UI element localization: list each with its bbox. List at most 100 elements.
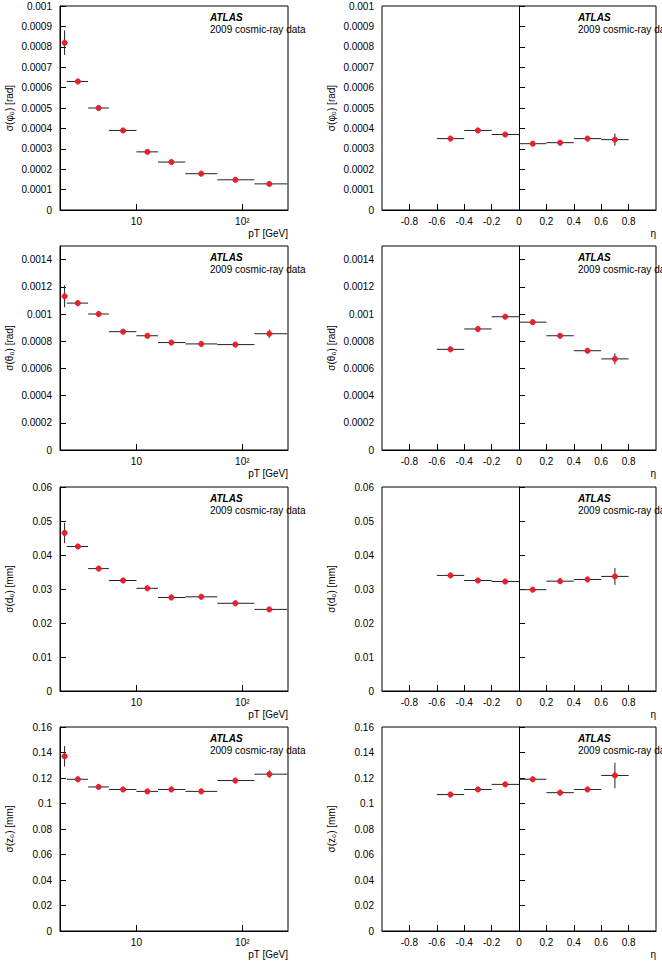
svg-text:10: 10: [131, 216, 143, 227]
svg-text:-0.4: -0.4: [456, 456, 474, 467]
svg-text:0.01: 0.01: [33, 652, 53, 663]
svg-text:0.4: 0.4: [567, 697, 581, 708]
svg-text:-0.6: -0.6: [428, 697, 446, 708]
svg-text:0.01: 0.01: [355, 652, 375, 663]
svg-text:ATLAS: ATLAS: [209, 493, 243, 504]
svg-text:0.4: 0.4: [567, 456, 581, 467]
svg-text:0.0004: 0.0004: [21, 390, 52, 401]
svg-text:10²: 10²: [235, 937, 250, 948]
svg-text:0.0007: 0.0007: [21, 62, 52, 73]
svg-text:2009 cosmic-ray data: 2009 cosmic-ray data: [210, 505, 306, 516]
svg-text:0.4: 0.4: [567, 937, 581, 948]
svg-text:0.0014: 0.0014: [21, 254, 52, 265]
svg-text:0: 0: [368, 445, 374, 456]
svg-text:2009 cosmic-ray data: 2009 cosmic-ray data: [210, 24, 306, 35]
svg-text:0.001: 0.001: [349, 1, 374, 12]
svg-text:0.06: 0.06: [33, 482, 53, 493]
svg-text:2009 cosmic-ray data: 2009 cosmic-ray data: [578, 24, 662, 35]
svg-text:0.2: 0.2: [539, 697, 553, 708]
svg-text:0.0009: 0.0009: [21, 21, 52, 32]
svg-text:ATLAS: ATLAS: [209, 733, 243, 744]
svg-text:0: 0: [516, 697, 522, 708]
svg-text:0.0008: 0.0008: [21, 41, 52, 52]
svg-text:0.02: 0.02: [33, 618, 53, 629]
svg-text:0.0008: 0.0008: [343, 336, 374, 347]
svg-text:η: η: [650, 468, 656, 479]
svg-text:0: 0: [368, 926, 374, 937]
svg-text:σ(z₀) [mm]: σ(z₀) [mm]: [4, 805, 15, 852]
svg-text:-0.8: -0.8: [401, 456, 419, 467]
svg-text:pT [GeV]: pT [GeV]: [248, 709, 288, 720]
svg-text:-0.2: -0.2: [483, 216, 501, 227]
svg-text:0.0012: 0.0012: [21, 281, 52, 292]
svg-text:0.14: 0.14: [33, 747, 53, 758]
svg-text:10²: 10²: [235, 456, 250, 467]
svg-text:0.0006: 0.0006: [21, 363, 52, 374]
svg-text:2009 cosmic-ray data: 2009 cosmic-ray data: [210, 264, 306, 275]
svg-text:0.16: 0.16: [33, 722, 53, 733]
svg-text:0.1: 0.1: [360, 798, 374, 809]
svg-text:0.0008: 0.0008: [343, 41, 374, 52]
svg-text:η: η: [650, 709, 656, 720]
svg-text:ATLAS: ATLAS: [577, 12, 611, 23]
svg-text:-0.8: -0.8: [401, 937, 419, 948]
svg-text:0.0002: 0.0002: [21, 164, 52, 175]
svg-text:-0.2: -0.2: [483, 937, 501, 948]
svg-text:σ(φ₀) [rad]: σ(φ₀) [rad]: [4, 85, 15, 131]
svg-text:ATLAS: ATLAS: [577, 733, 611, 744]
svg-text:σ(θ₀) [rad]: σ(θ₀) [rad]: [4, 325, 15, 371]
svg-text:pT [GeV]: pT [GeV]: [248, 228, 288, 239]
svg-text:0.0006: 0.0006: [343, 82, 374, 93]
svg-text:0: 0: [368, 205, 374, 216]
svg-text:0.04: 0.04: [33, 875, 53, 886]
svg-text:0: 0: [46, 445, 52, 456]
svg-text:0.04: 0.04: [355, 875, 375, 886]
svg-text:ATLAS: ATLAS: [577, 252, 611, 263]
svg-text:-0.4: -0.4: [456, 697, 474, 708]
svg-text:0.0002: 0.0002: [21, 417, 52, 428]
svg-text:0.8: 0.8: [622, 216, 636, 227]
svg-text:ATLAS: ATLAS: [577, 493, 611, 504]
svg-text:0.06: 0.06: [33, 849, 53, 860]
svg-text:0.0003: 0.0003: [343, 143, 374, 154]
svg-text:0: 0: [46, 686, 52, 697]
svg-text:0.6: 0.6: [594, 216, 608, 227]
svg-text:σ(d₀) [mm]: σ(d₀) [mm]: [326, 565, 337, 613]
svg-text:0.08: 0.08: [355, 824, 375, 835]
svg-text:σ(φ₀) [rad]: σ(φ₀) [rad]: [326, 85, 337, 131]
svg-text:0.0009: 0.0009: [343, 21, 374, 32]
svg-text:0: 0: [516, 456, 522, 467]
svg-text:-0.2: -0.2: [483, 456, 501, 467]
svg-text:-0.8: -0.8: [401, 216, 419, 227]
svg-text:10²: 10²: [235, 697, 250, 708]
svg-text:0.6: 0.6: [594, 456, 608, 467]
svg-text:-0.4: -0.4: [456, 216, 474, 227]
svg-text:0.0006: 0.0006: [21, 82, 52, 93]
svg-text:0.6: 0.6: [594, 697, 608, 708]
svg-text:-0.6: -0.6: [428, 216, 446, 227]
svg-text:0.0007: 0.0007: [343, 62, 374, 73]
svg-text:10²: 10²: [235, 216, 250, 227]
svg-text:-0.2: -0.2: [483, 697, 501, 708]
svg-text:0: 0: [516, 216, 522, 227]
svg-text:0.06: 0.06: [355, 482, 375, 493]
svg-text:0.0004: 0.0004: [343, 390, 374, 401]
svg-text:0.6: 0.6: [594, 937, 608, 948]
svg-text:0.04: 0.04: [355, 550, 375, 561]
svg-text:0.0003: 0.0003: [21, 143, 52, 154]
svg-text:0.0006: 0.0006: [343, 363, 374, 374]
svg-text:0.05: 0.05: [33, 516, 53, 527]
svg-text:ATLAS: ATLAS: [209, 12, 243, 23]
svg-text:0.4: 0.4: [567, 216, 581, 227]
svg-text:0.001: 0.001: [349, 309, 374, 320]
svg-text:0.2: 0.2: [539, 216, 553, 227]
svg-text:0.0001: 0.0001: [343, 184, 374, 195]
svg-text:ATLAS: ATLAS: [209, 252, 243, 263]
svg-text:0.0014: 0.0014: [343, 254, 374, 265]
svg-text:-0.6: -0.6: [428, 937, 446, 948]
svg-text:0.12: 0.12: [355, 773, 375, 784]
svg-text:η: η: [650, 949, 656, 960]
svg-text:0.8: 0.8: [622, 456, 636, 467]
svg-text:0.0004: 0.0004: [343, 123, 374, 134]
svg-text:-0.8: -0.8: [401, 697, 419, 708]
